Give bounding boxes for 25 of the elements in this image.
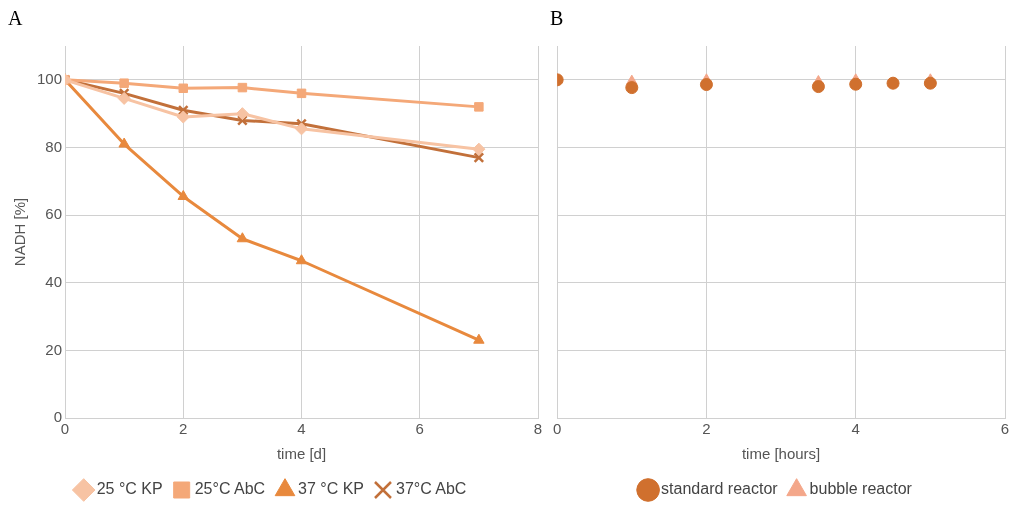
legend-label: 37 °C KP <box>298 480 364 498</box>
x-tick-label: 6 <box>415 420 424 438</box>
legend-label: standard reactor <box>661 480 779 498</box>
chart-title: B <box>550 7 564 30</box>
y-tick-label: 20 <box>45 340 63 358</box>
legend-label: 25 °C KP <box>96 480 163 498</box>
y-tick-label: 60 <box>45 205 63 223</box>
x-tick-label: 2 <box>702 420 711 438</box>
x-axis-title: time [d] <box>276 445 327 463</box>
x-tick-label: 2 <box>179 420 188 438</box>
x-tick-label: 4 <box>851 420 860 438</box>
x-tick-label: 8 <box>533 420 543 438</box>
y-tick-label: 0 <box>53 408 63 426</box>
legend-label: 37°C AbC <box>395 480 467 498</box>
y-tick-label: 80 <box>45 137 63 155</box>
chart-title: A <box>8 7 23 30</box>
x-tick-label: 6 <box>1000 420 1010 438</box>
y-tick-label: 100 <box>37 69 63 87</box>
legend-label: bubble reactor <box>809 480 913 498</box>
x-axis-title: time [hours] <box>741 445 821 463</box>
legend-label: 25°C AbC <box>194 480 266 498</box>
y-tick-label: 40 <box>45 272 63 290</box>
x-tick-label: 0 <box>553 420 562 438</box>
x-tick-label: 4 <box>297 420 306 438</box>
y-axis-title: NADH [%] <box>11 197 29 267</box>
